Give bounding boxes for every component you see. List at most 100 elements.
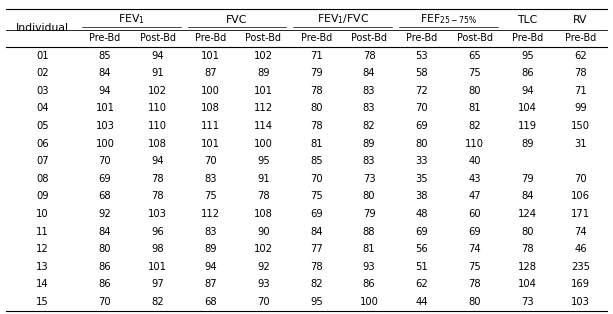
Text: 86: 86	[363, 279, 375, 290]
Text: 92: 92	[257, 262, 270, 272]
Text: 83: 83	[204, 174, 217, 184]
Text: 91: 91	[257, 174, 270, 184]
Text: 89: 89	[204, 244, 217, 254]
Text: 99: 99	[574, 103, 587, 113]
Text: 102: 102	[148, 86, 167, 96]
Text: 88: 88	[363, 227, 375, 237]
Text: 13: 13	[36, 262, 48, 272]
Text: 51: 51	[416, 262, 428, 272]
Text: Pre-Bd: Pre-Bd	[300, 33, 332, 43]
Text: 78: 78	[151, 192, 164, 201]
Text: 100: 100	[201, 86, 220, 96]
Text: 70: 70	[99, 156, 111, 166]
Text: 60: 60	[468, 209, 481, 219]
Text: 78: 78	[310, 121, 322, 131]
Text: 89: 89	[521, 138, 534, 149]
Text: FVC: FVC	[226, 14, 248, 24]
Text: RV: RV	[573, 14, 588, 24]
Text: 01: 01	[36, 51, 48, 61]
Text: 94: 94	[151, 156, 164, 166]
Text: 70: 70	[416, 103, 428, 113]
Text: 83: 83	[363, 103, 375, 113]
Text: 81: 81	[310, 138, 322, 149]
Text: 100: 100	[254, 138, 273, 149]
Text: 62: 62	[416, 279, 428, 290]
Text: 79: 79	[310, 68, 322, 78]
Text: 81: 81	[468, 103, 481, 113]
Text: 04: 04	[36, 103, 48, 113]
Text: 124: 124	[518, 209, 537, 219]
Text: 47: 47	[468, 192, 481, 201]
Text: 71: 71	[310, 51, 322, 61]
Text: 100: 100	[96, 138, 115, 149]
Text: 71: 71	[574, 86, 587, 96]
Text: 69: 69	[468, 227, 481, 237]
Text: 90: 90	[257, 227, 270, 237]
Text: 62: 62	[574, 51, 587, 61]
Text: 89: 89	[257, 68, 270, 78]
Text: 58: 58	[416, 68, 428, 78]
Text: 46: 46	[574, 244, 587, 254]
Text: 70: 70	[574, 174, 587, 184]
Text: 84: 84	[522, 192, 534, 201]
Text: 128: 128	[518, 262, 537, 272]
Text: 73: 73	[363, 174, 375, 184]
Text: 95: 95	[310, 297, 322, 307]
Text: 84: 84	[363, 68, 375, 78]
Text: 14: 14	[36, 279, 48, 290]
Text: 78: 78	[310, 262, 322, 272]
Text: 104: 104	[518, 279, 537, 290]
Text: 70: 70	[310, 174, 322, 184]
Text: 80: 80	[310, 103, 322, 113]
Text: 94: 94	[204, 262, 217, 272]
Text: 94: 94	[151, 51, 164, 61]
Text: 86: 86	[99, 262, 111, 272]
Text: 86: 86	[521, 68, 534, 78]
Text: 80: 80	[363, 192, 375, 201]
Text: 82: 82	[310, 279, 322, 290]
Text: 73: 73	[521, 297, 534, 307]
Text: 102: 102	[254, 51, 273, 61]
Text: 85: 85	[310, 156, 322, 166]
Text: 78: 78	[363, 51, 375, 61]
Text: 84: 84	[310, 227, 322, 237]
Text: Individual: Individual	[16, 23, 69, 33]
Text: 96: 96	[151, 227, 164, 237]
Text: 69: 69	[416, 227, 428, 237]
Text: 11: 11	[36, 227, 48, 237]
Text: 69: 69	[99, 174, 112, 184]
Text: 12: 12	[36, 244, 48, 254]
Text: 56: 56	[416, 244, 428, 254]
Text: 03: 03	[36, 86, 48, 96]
Text: 08: 08	[36, 174, 48, 184]
Text: Post-Bd: Post-Bd	[457, 33, 493, 43]
Text: 235: 235	[571, 262, 590, 272]
Text: 69: 69	[310, 209, 322, 219]
Text: FEV$_1$/FVC: FEV$_1$/FVC	[316, 13, 369, 26]
Text: 78: 78	[151, 174, 164, 184]
Text: 74: 74	[468, 244, 481, 254]
Text: 87: 87	[204, 68, 217, 78]
Text: 68: 68	[204, 297, 217, 307]
Text: 53: 53	[416, 51, 428, 61]
Text: 79: 79	[363, 209, 376, 219]
Text: 108: 108	[201, 103, 220, 113]
Text: 33: 33	[416, 156, 428, 166]
Text: 87: 87	[204, 279, 217, 290]
Text: 110: 110	[465, 138, 484, 149]
Text: 74: 74	[574, 227, 587, 237]
Text: 80: 80	[468, 86, 481, 96]
Text: Post-Bd: Post-Bd	[351, 33, 387, 43]
Text: 65: 65	[468, 51, 481, 61]
Text: 108: 108	[148, 138, 167, 149]
Text: 150: 150	[571, 121, 590, 131]
Text: 101: 101	[201, 51, 220, 61]
Text: 77: 77	[310, 244, 322, 254]
Text: 93: 93	[363, 262, 375, 272]
Text: 101: 101	[148, 262, 167, 272]
Text: 108: 108	[254, 209, 273, 219]
Text: 70: 70	[204, 156, 217, 166]
Text: 79: 79	[521, 174, 534, 184]
Text: 75: 75	[468, 68, 481, 78]
Text: 44: 44	[416, 297, 428, 307]
